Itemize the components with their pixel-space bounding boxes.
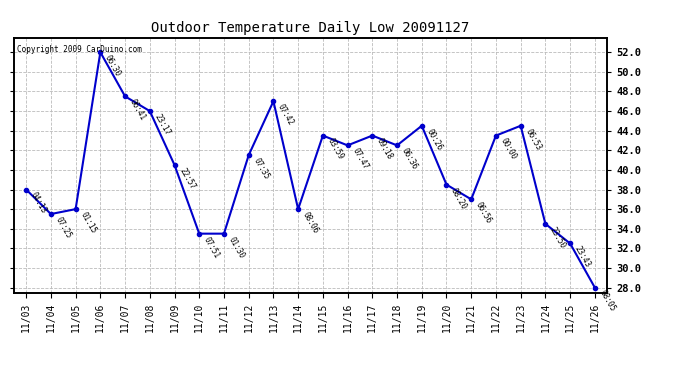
Text: 00:26: 00:26 (424, 127, 444, 152)
Text: 01:30: 01:30 (227, 235, 246, 260)
Text: 07:51: 07:51 (202, 235, 221, 260)
Text: 06:41: 06:41 (128, 98, 147, 122)
Text: 08:20: 08:20 (449, 186, 469, 210)
Text: 06:36: 06:36 (400, 147, 419, 171)
Text: 07:47: 07:47 (351, 147, 370, 171)
Text: 06:30: 06:30 (103, 54, 122, 78)
Text: 08:05: 08:05 (598, 289, 617, 314)
Text: 09:18: 09:18 (375, 137, 395, 162)
Text: 23:50: 23:50 (548, 225, 567, 250)
Text: 07:42: 07:42 (276, 103, 295, 127)
Text: 06:53: 06:53 (524, 127, 543, 152)
Text: 08:06: 08:06 (301, 210, 320, 235)
Text: 01:15: 01:15 (79, 210, 98, 235)
Text: 07:35: 07:35 (251, 157, 270, 181)
Text: 22:57: 22:57 (177, 166, 197, 191)
Text: 06:56: 06:56 (474, 201, 493, 225)
Text: 00:00: 00:00 (499, 137, 518, 162)
Text: 23:43: 23:43 (573, 245, 592, 269)
Text: 23:17: 23:17 (152, 112, 172, 137)
Text: 04:13: 04:13 (29, 191, 48, 215)
Title: Outdoor Temperature Daily Low 20091127: Outdoor Temperature Daily Low 20091127 (151, 21, 470, 35)
Text: 07:25: 07:25 (54, 215, 73, 240)
Text: Copyright 2009 CarDuino.com: Copyright 2009 CarDuino.com (17, 45, 141, 54)
Text: 03:59: 03:59 (326, 137, 345, 162)
